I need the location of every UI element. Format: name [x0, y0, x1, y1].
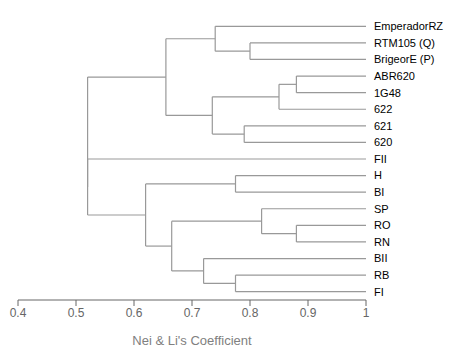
svg-text:RO: RO: [374, 219, 391, 231]
svg-text:RN: RN: [374, 236, 390, 248]
svg-text:0.7: 0.7: [184, 306, 201, 320]
svg-text:RB: RB: [374, 269, 389, 281]
svg-text:BI: BI: [374, 186, 384, 198]
svg-text:BII: BII: [374, 252, 387, 264]
svg-text:0.6: 0.6: [126, 306, 143, 320]
svg-text:0.8: 0.8: [242, 306, 259, 320]
svg-text:BrigeorE (P): BrigeorE (P): [374, 53, 435, 65]
svg-text:1G48: 1G48: [374, 87, 401, 99]
svg-text:0.9: 0.9: [300, 306, 317, 320]
svg-text:H: H: [374, 169, 382, 181]
svg-text:ABR620: ABR620: [374, 70, 415, 82]
svg-text:FI: FI: [374, 286, 384, 298]
svg-text:RTM105 (Q): RTM105 (Q): [374, 37, 435, 49]
svg-text:SP: SP: [374, 203, 389, 215]
svg-text:621: 621: [374, 120, 392, 132]
svg-text:FII: FII: [374, 153, 387, 165]
svg-text:EmperadorRZ: EmperadorRZ: [374, 20, 443, 32]
svg-text:622: 622: [374, 103, 392, 115]
svg-text:0.4: 0.4: [10, 306, 27, 320]
svg-text:620: 620: [374, 136, 392, 148]
svg-text:0.5: 0.5: [68, 306, 85, 320]
svg-text:Nei & Li's Coefficient: Nei & Li's Coefficient: [132, 333, 252, 348]
svg-text:1: 1: [363, 306, 370, 320]
